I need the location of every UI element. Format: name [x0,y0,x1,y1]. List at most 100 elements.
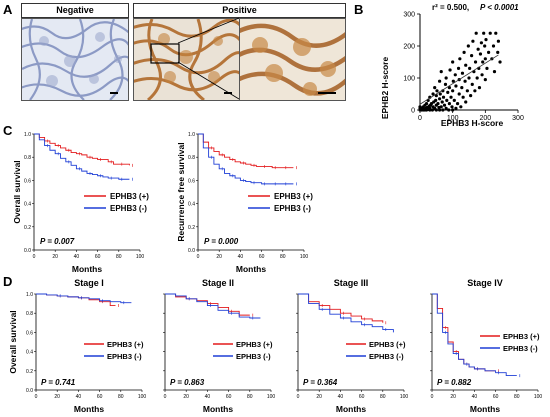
km-x-tick-label: 100 [138,394,147,400]
km-y-tick-label: 0.6 [188,178,195,184]
km-y-tick-label: 0.0 [24,248,31,254]
positive-label: Positive [133,3,346,18]
scatter-point [473,60,478,64]
scatter-point [487,50,491,55]
scatter-point [498,60,502,64]
km-x-tick-label: 20 [52,254,58,260]
km-curve-positive [198,133,294,169]
scatter-ylabel: EPHB2 H-score [380,57,390,120]
stage-title: Stage I [74,278,104,288]
negative-ihc-image [21,18,129,101]
scatter-point [496,50,500,55]
scatter-point [451,108,455,112]
km-y-tick-label: 0.8 [188,155,195,161]
scatter-y-tick-label: 0 [411,108,415,115]
negative-ihc-texture [22,19,128,100]
km-x-tick-label: 80 [380,394,386,400]
km-x-tick-label: 100 [400,394,409,400]
scatter-point [449,95,453,99]
scatter-point [447,108,451,112]
km-curve-negative [165,293,261,319]
scatter-regression-line [419,54,499,105]
km-y-tick-label: 0.0 [188,248,195,254]
km-x-tick-label: 20 [450,394,456,400]
km-y-tick-label: 0.6 [26,330,33,336]
scatter-point [438,108,442,112]
legend-label: EPHB3 (-) [274,204,311,213]
scatter-point [430,108,435,112]
km-p-value: P = 0.000 [204,237,239,246]
scatter-point [454,106,458,110]
km-x-tick-label: 60 [259,254,265,260]
km-y-tick-label: 1.0 [26,292,33,298]
scatter-x-tick-label: 0 [418,115,422,122]
scatter-point [470,54,474,58]
km-p-value: P = 0.863 [170,378,205,387]
scatter-x-tick-label: 200 [479,115,491,122]
km-x-tick-label: 40 [238,254,244,260]
km-x-tick-label: 40 [76,394,82,400]
scatter-point [496,39,500,43]
legend-label: EPHB3 (-) [110,204,147,213]
scatter-point [424,102,429,106]
km-p-value: P = 0.741 [41,378,76,387]
km-x-tick-label: 20 [216,254,222,260]
legend-label: EPHB3 (-) [503,344,538,353]
scatter-stats-p: P < 0.0001 [480,3,519,12]
scatter-point [491,44,496,48]
km-curve-positive [34,133,130,166]
scatter-point [444,76,448,80]
legend-label: EPHB3 (+) [503,332,540,341]
scatter-point [438,92,442,96]
km-x-tick-label: 0 [297,394,300,400]
scatter-point [494,31,498,35]
km-y-tick-label: 0.0 [26,388,33,394]
km-x-tick-label: 80 [247,394,253,400]
positive-ihc-image [133,18,241,101]
km-y-tick-label: 0.4 [24,202,31,208]
scatter-point [475,76,479,80]
scatter-point [435,89,439,93]
scatter-point [464,100,468,104]
km-x-tick-label: 100 [534,394,543,400]
legend-label: EPHB3 (-) [369,352,404,361]
scatter-point [471,39,475,43]
legend-label: EPHB3 (+) [236,340,273,349]
scatter-point [451,60,455,64]
scatter-point [458,57,462,61]
scatter-point [460,71,465,75]
zoom-connector-lines [177,17,240,100]
scatter-point [460,86,464,90]
scatter-point [473,89,477,93]
scatter-point [441,95,446,99]
scatter-point [453,73,457,77]
scatter-point [428,106,432,110]
km-chart-stage-3: 0 20 40 60 80 100 Stage III P = 0.364 Months EPHB… [296,278,408,414]
km-p-value: P = 0.007 [40,237,75,246]
scatter-point [447,86,451,90]
scatter-point [438,79,442,83]
scatter-stats-r2: r² = 0.500, [432,3,469,12]
scatter-point [483,44,487,48]
scatter-point [451,89,455,93]
scatter-point [450,105,454,109]
scatter-point [439,70,443,74]
km-curve-negative [34,133,130,180]
km-ylabel: Overall survival [12,160,22,223]
scatter-point [474,31,478,35]
positive-ihc-zoom-texture [240,19,345,100]
km-y-tick-label: 1.0 [24,132,31,138]
km-y-tick-label: 0.8 [24,155,31,161]
scatter-point [478,52,483,56]
scatter-point [444,106,448,110]
km-x-tick-label: 60 [95,254,101,260]
panel-letter-c: C [3,123,13,138]
scatter-point [464,63,468,67]
km-p-value: P = 0.364 [303,378,338,387]
scatter-y-tick-label: 200 [403,44,415,51]
stage-title: Stage III [334,278,369,288]
scatter-point [477,86,482,90]
km-x-tick-label: 100 [267,394,276,400]
scatter-point [465,89,469,93]
km-ylabel: Recurrence free survival [176,142,186,241]
